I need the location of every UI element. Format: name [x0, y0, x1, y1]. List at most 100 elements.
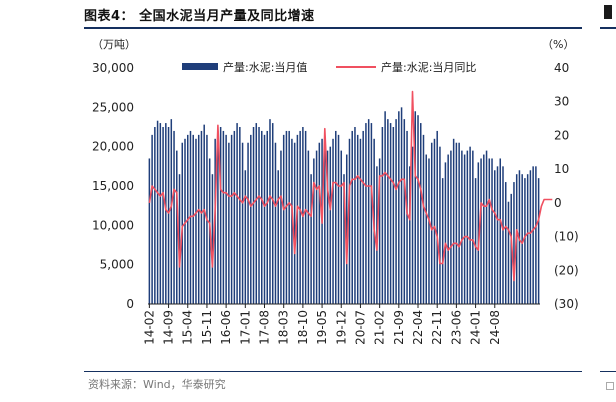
bar	[439, 146, 441, 304]
bar	[400, 107, 403, 304]
right-tick-label: 0	[554, 196, 562, 210]
bar	[378, 158, 381, 304]
bar	[326, 150, 329, 304]
x-tick-label: 18-03	[277, 310, 291, 345]
bar	[411, 146, 414, 304]
left-tick-label: 15,000	[92, 179, 134, 193]
bar	[345, 154, 348, 304]
adjacent-panel-footer-rule	[600, 371, 616, 372]
left-axis-tick-labels: 0 5,000 10,000 15,000 20,000 25,000 30,000	[92, 61, 134, 311]
bar	[324, 142, 326, 304]
right-tick-label: 20	[554, 128, 569, 142]
bar	[422, 134, 425, 304]
bar	[406, 130, 408, 304]
bar	[255, 123, 258, 304]
legend-label-bar: 产量:水泥:当月值	[223, 60, 307, 74]
right-tick-label: 10	[554, 162, 569, 176]
x-tick-label: 14-02	[142, 310, 156, 345]
bar	[494, 170, 496, 304]
bar	[483, 154, 485, 304]
bar	[362, 130, 364, 304]
adjacent-panel-source-fragment	[606, 382, 614, 390]
bar	[228, 142, 230, 304]
bar	[271, 123, 274, 304]
bar	[313, 158, 315, 304]
bar	[167, 127, 170, 304]
bar	[458, 142, 460, 304]
bar	[447, 154, 449, 304]
x-tick-label: 22-04	[411, 310, 425, 345]
bar-series-output	[148, 107, 540, 305]
source-note: 资料来源：Wind，华泰研究	[88, 378, 226, 391]
x-axis-tick-labels: 14-02 14-09 15-04 15-11 16-06 17-01 17-08 18-03…	[142, 310, 501, 345]
adjacent-panel-underline	[600, 27, 616, 29]
legend-label-line: 产量:水泥:当月同比	[381, 60, 476, 74]
bar	[441, 178, 444, 304]
bar	[450, 150, 452, 304]
x-tick-label: 15-04	[181, 310, 195, 345]
bar	[532, 166, 534, 304]
bar	[236, 123, 238, 304]
bar	[381, 127, 384, 304]
x-tick-label: 21-09	[392, 310, 406, 345]
bar	[491, 158, 493, 304]
bar	[258, 127, 260, 304]
bar	[282, 134, 285, 304]
bar	[233, 130, 236, 304]
left-axis-unit-label: （万吨）	[92, 38, 136, 51]
bar	[461, 150, 463, 304]
bar	[351, 130, 353, 304]
x-tick-label: 22-11	[430, 310, 444, 345]
bar	[217, 130, 219, 304]
bar	[535, 166, 537, 304]
bar	[318, 142, 321, 304]
right-tick-label: 30	[554, 95, 569, 109]
x-tick-label: 24-01	[469, 310, 483, 345]
bar	[414, 111, 417, 305]
bar	[285, 130, 288, 304]
x-tick-label: 20-07	[353, 310, 367, 345]
bar	[154, 127, 156, 304]
x-tick-label: 19-05	[315, 310, 329, 345]
bar	[335, 130, 337, 304]
bar	[263, 134, 266, 304]
bar	[337, 134, 340, 304]
bar	[455, 142, 458, 304]
bar	[225, 134, 227, 304]
bar	[299, 130, 301, 304]
x-tick-label: 17-01	[238, 310, 252, 345]
bar	[452, 138, 455, 304]
line-series-yoy	[148, 90, 553, 282]
bar	[343, 174, 345, 304]
x-tick-label: 16-06	[219, 310, 233, 345]
right-axis-unit-label: （%）	[542, 38, 574, 51]
bar	[291, 138, 293, 304]
bar	[433, 138, 436, 304]
bar	[526, 174, 529, 304]
bar	[529, 170, 532, 304]
bar	[307, 150, 310, 304]
bar	[499, 158, 502, 304]
legend: 产量:水泥:当月值 产量:水泥:当月同比	[182, 60, 476, 74]
bar	[420, 123, 422, 304]
footer-rule	[84, 371, 582, 372]
bar	[239, 127, 241, 304]
x-tick-label: 19-12	[334, 310, 348, 345]
bar	[277, 170, 279, 304]
bar	[244, 170, 247, 304]
x-tick-label: 17-08	[258, 310, 272, 345]
bar	[409, 166, 411, 304]
bar	[356, 134, 359, 304]
right-axis-tick-labels: (30) (20) (10) 0 10 20 30 40	[554, 61, 579, 311]
bar	[200, 130, 203, 304]
bar	[304, 130, 307, 304]
bar	[247, 142, 249, 304]
bar	[507, 201, 510, 304]
bar	[329, 146, 332, 304]
bar	[197, 134, 200, 304]
bar	[392, 127, 395, 304]
bar	[537, 178, 540, 304]
x-tick-label: 14-09	[162, 310, 176, 345]
bar	[496, 166, 499, 304]
bar	[513, 182, 515, 304]
